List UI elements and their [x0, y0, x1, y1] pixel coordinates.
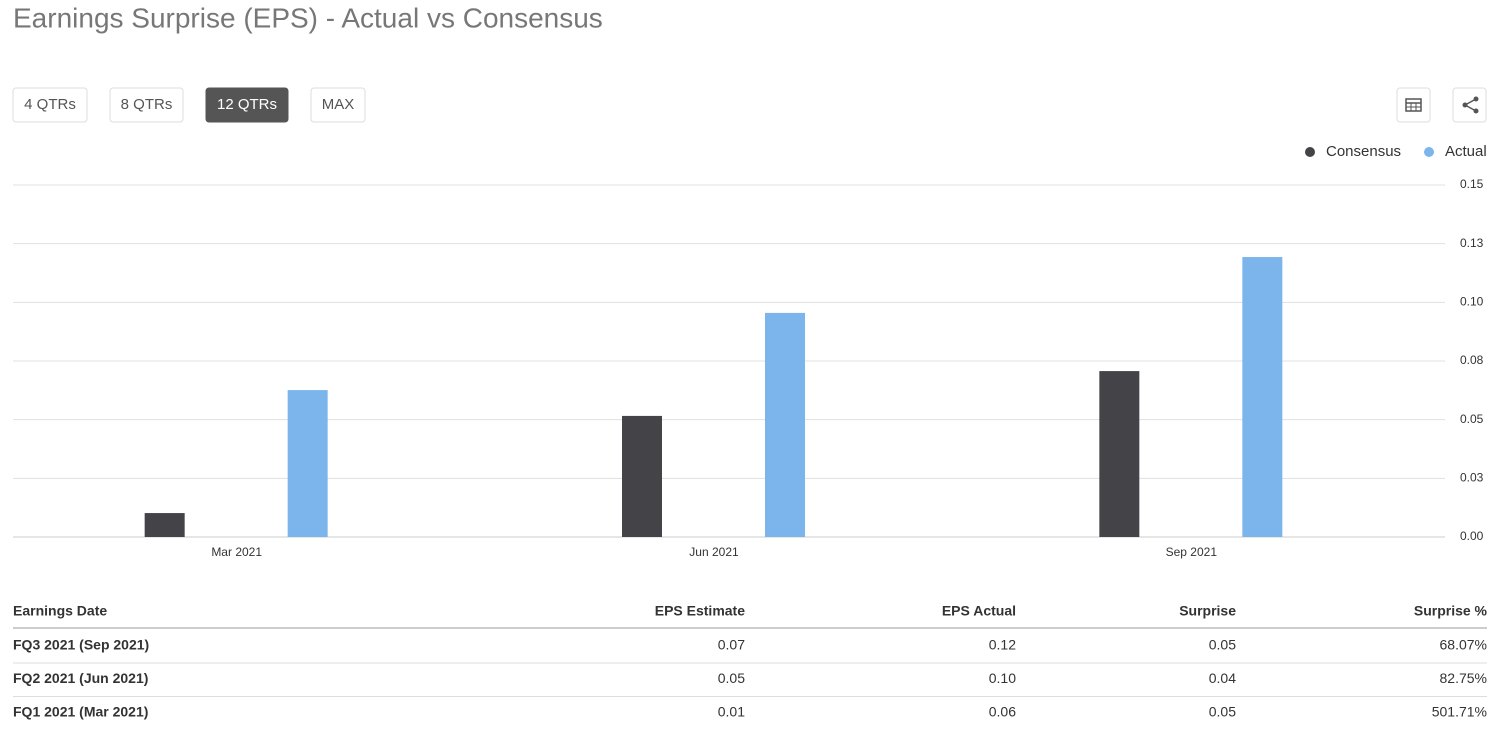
table-header: EPS Actual — [942, 603, 1016, 619]
table-cell: 0.05 — [1209, 637, 1236, 653]
x-tick-label: Mar 2021 — [211, 545, 262, 559]
bar — [1099, 371, 1140, 537]
table-cell: FQ2 2021 (Jun 2021) — [13, 670, 148, 686]
range-button[interactable]: 12 QTRs — [205, 87, 289, 123]
table: Earnings Date EPS Estimate EPS Actual Surpr… — [13, 603, 1488, 720]
table-cell: 501.71% — [1432, 704, 1487, 720]
button-label: 8 QTRs — [121, 96, 173, 113]
table-cell: 0.05 — [718, 670, 745, 686]
button-label: 12 QTRs — [217, 96, 277, 113]
bar — [144, 513, 185, 537]
share-button[interactable] — [1452, 87, 1487, 123]
x-tick-label: Sep 2021 — [1166, 545, 1218, 559]
table-header: Surprise — [1179, 603, 1236, 619]
bar — [622, 415, 662, 537]
y-tick-label: 0.13 — [1460, 236, 1484, 250]
range-button[interactable]: 4 QTRs — [12, 87, 88, 123]
legend-label: Actual — [1445, 143, 1487, 160]
legend-marker — [1424, 147, 1434, 157]
table-cell: 0.01 — [718, 704, 745, 720]
table-header: EPS Estimate — [655, 603, 745, 619]
table-header: Earnings Date — [13, 603, 107, 619]
bar — [287, 390, 328, 537]
bar — [1242, 257, 1283, 537]
y-tick-label: 0.15 — [1460, 177, 1484, 191]
table-header: Surprise % — [1414, 603, 1488, 619]
table-cell: 0.04 — [1209, 670, 1236, 686]
table-cell: 82.75% — [1440, 670, 1487, 686]
table-cell: FQ1 2021 (Mar 2021) — [13, 704, 148, 720]
legend-item: Actual — [1424, 143, 1487, 160]
table-cell: 0.06 — [989, 704, 1016, 720]
table-cell: 68.07% — [1440, 637, 1487, 653]
table-cell: 0.05 — [1209, 704, 1236, 720]
y-tick-label: 0.03 — [1460, 471, 1484, 485]
table-cell: FQ3 2021 (Sep 2021) — [13, 637, 149, 653]
table-cell: 0.12 — [989, 637, 1016, 653]
legend-marker — [1305, 147, 1315, 157]
range-button[interactable]: MAX — [310, 87, 366, 123]
table-view-button[interactable] — [1396, 87, 1431, 123]
legend-label: Consensus — [1326, 143, 1401, 160]
table-cell: 0.07 — [718, 637, 745, 653]
button-label: MAX — [322, 96, 355, 113]
table-cell: 0.10 — [989, 670, 1016, 686]
chart: 0.00 0.03 0.05 0.08 0.10 0.13 0.15 Mar 2021 Jun … — [13, 143, 1487, 559]
page-title: Earnings Surprise (EPS) - Actual vs Cons… — [13, 2, 603, 33]
button-label: 4 QTRs — [24, 96, 76, 113]
range-button[interactable]: 8 QTRs — [109, 87, 184, 123]
y-tick-label: 0.08 — [1460, 353, 1484, 367]
x-tick-label: Jun 2021 — [689, 545, 739, 559]
y-tick-label: 0.05 — [1460, 412, 1484, 426]
y-tick-label: 0.00 — [1460, 529, 1484, 543]
y-tick-label: 0.10 — [1460, 295, 1484, 309]
bar — [765, 312, 805, 537]
legend-item: Consensus — [1305, 143, 1401, 160]
